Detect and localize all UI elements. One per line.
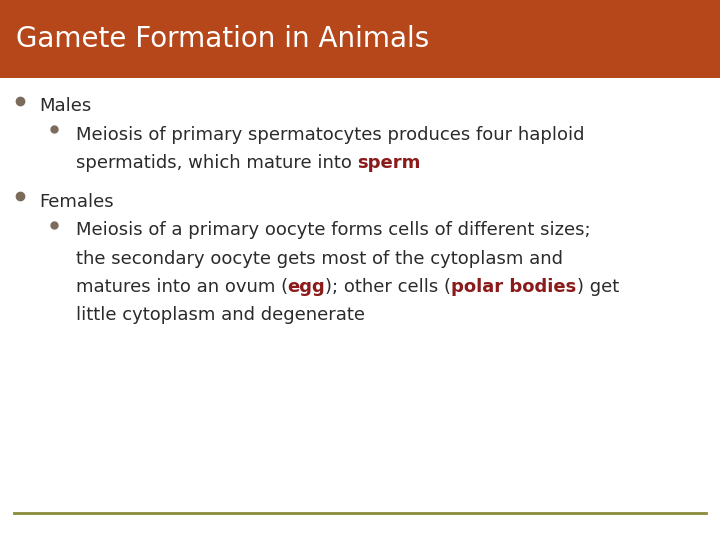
Text: ); other cells (: ); other cells ( <box>325 278 451 296</box>
Text: Meiosis of a primary oocyte forms cells of different sizes;: Meiosis of a primary oocyte forms cells … <box>76 221 590 239</box>
Text: little cytoplasm and degenerate: little cytoplasm and degenerate <box>76 306 364 325</box>
Text: matures into an ovum (: matures into an ovum ( <box>76 278 288 296</box>
Text: Males: Males <box>40 97 92 115</box>
Text: sperm: sperm <box>357 154 420 172</box>
Text: polar bodies: polar bodies <box>451 278 577 296</box>
Text: spermatids, which mature into: spermatids, which mature into <box>76 154 357 172</box>
Bar <box>0 0 720 78</box>
Text: Females: Females <box>40 193 114 211</box>
Text: Gamete Formation in Animals: Gamete Formation in Animals <box>16 25 429 53</box>
Text: the secondary oocyte gets most of the cytoplasm and: the secondary oocyte gets most of the cy… <box>76 249 562 267</box>
Text: Meiosis of primary spermatocytes produces four haploid: Meiosis of primary spermatocytes produce… <box>76 126 584 144</box>
Text: ) get: ) get <box>577 278 619 296</box>
Text: egg: egg <box>288 278 325 296</box>
